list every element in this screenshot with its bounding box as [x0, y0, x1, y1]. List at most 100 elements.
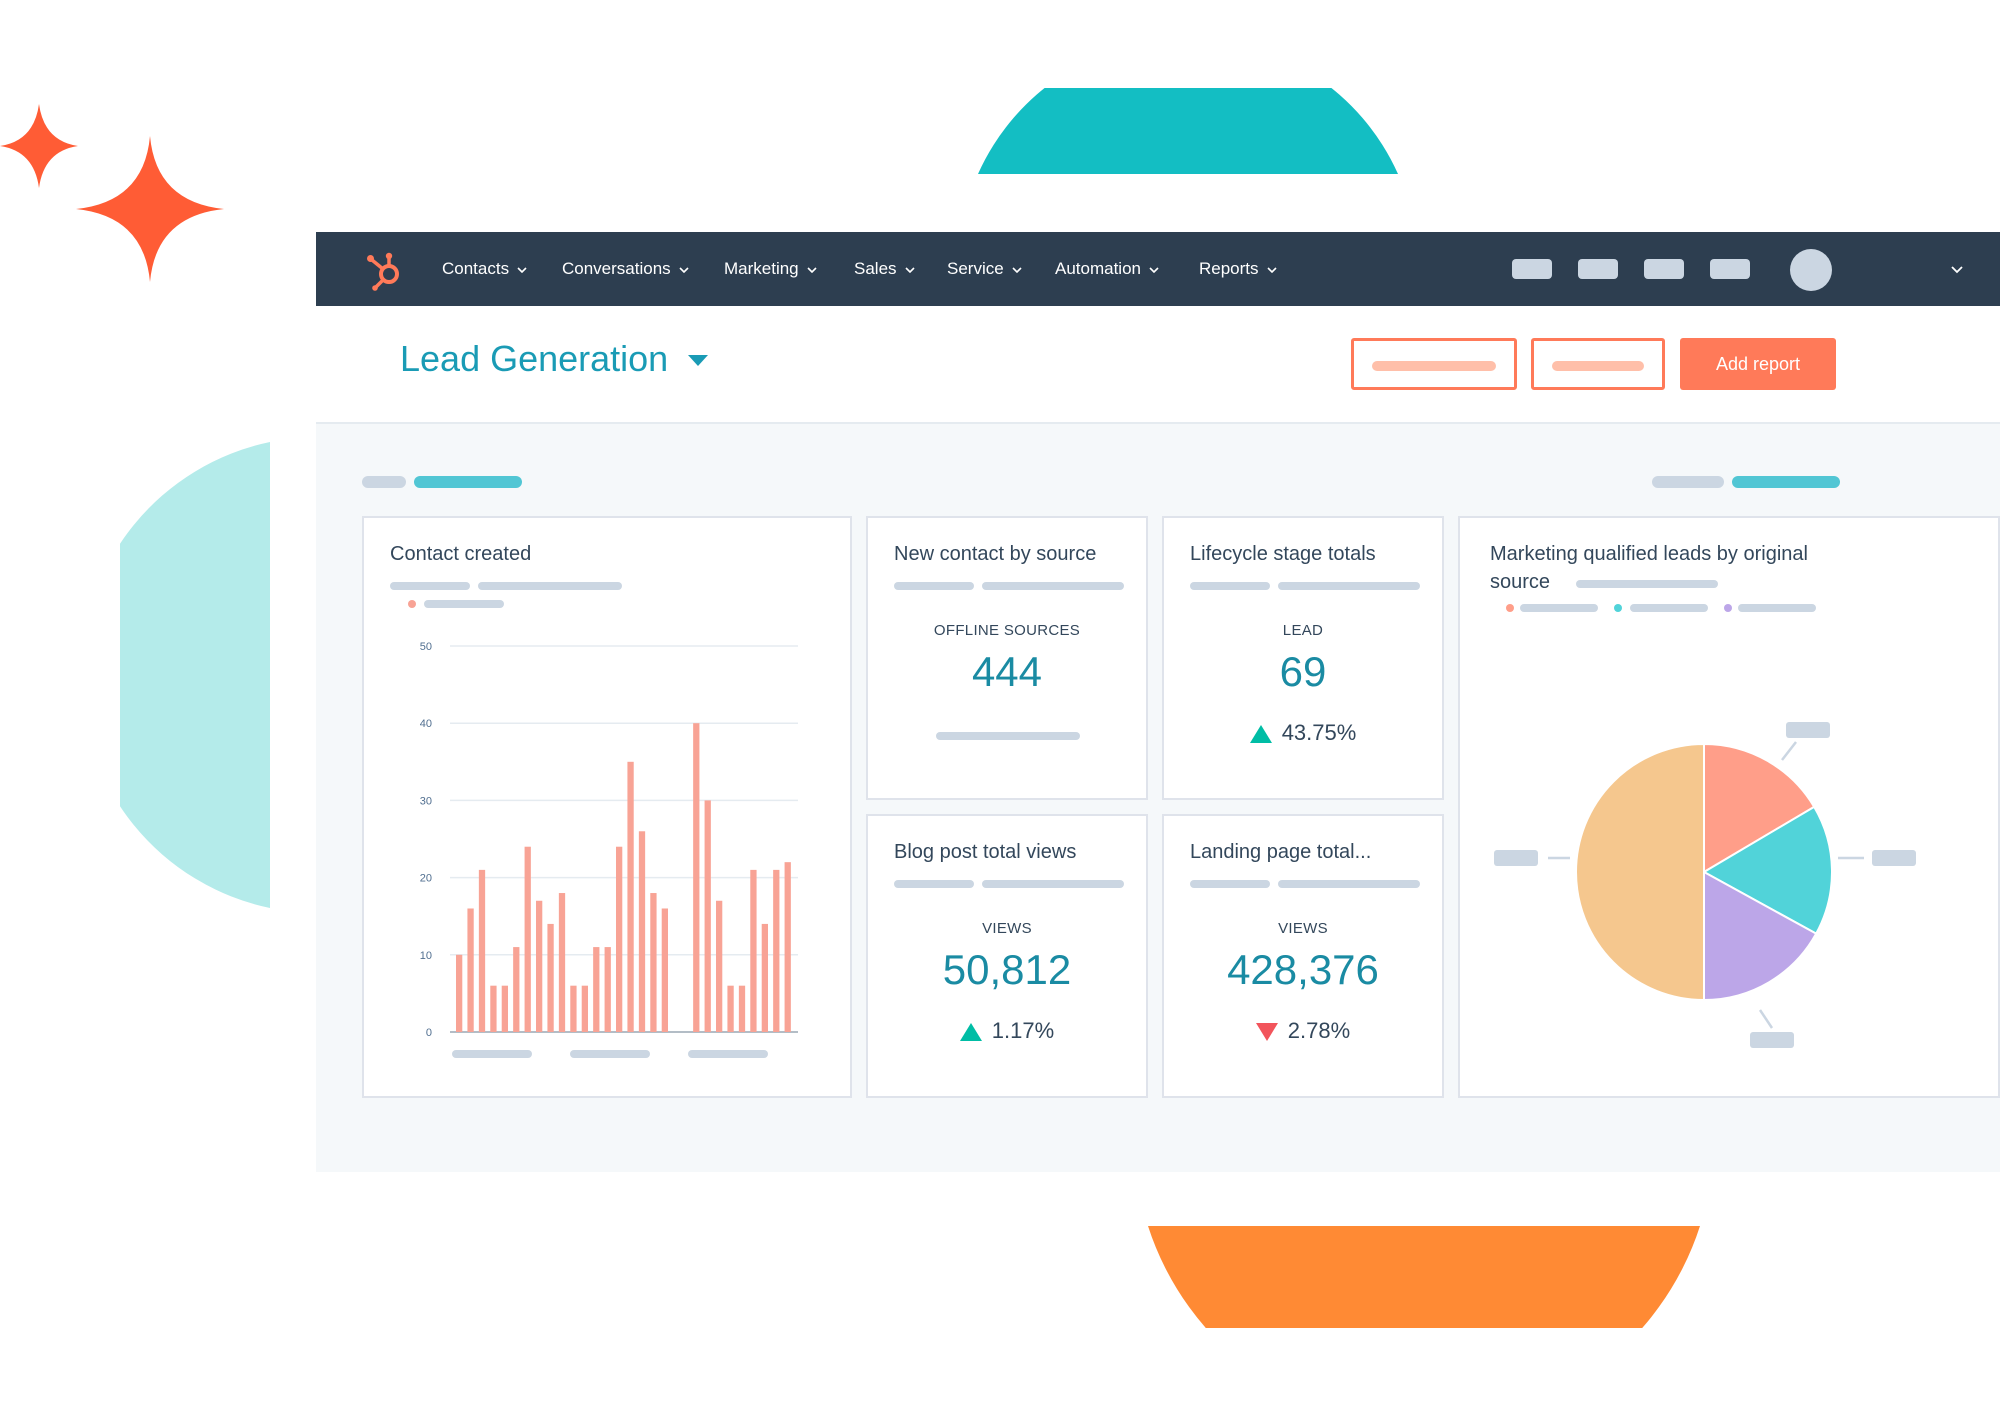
legend-label-skeleton — [1630, 604, 1708, 612]
bar[interactable] — [627, 761, 634, 1032]
bar[interactable] — [661, 908, 668, 1032]
header-action-button-1[interactable] — [1351, 338, 1517, 390]
legend-dot-teal — [1614, 604, 1622, 612]
y-tick-label: 20 — [420, 873, 432, 885]
bar[interactable] — [536, 900, 543, 1032]
avatar[interactable] — [1790, 249, 1832, 291]
bar[interactable] — [593, 947, 600, 1032]
date-pill-teal[interactable] — [1732, 476, 1840, 488]
bar[interactable] — [738, 985, 746, 1032]
card-contact-created[interactable]: Contact created 0 10 20 30 40 50 — [362, 516, 852, 1098]
dashboard-title-dropdown[interactable]: Lead Generation — [400, 338, 709, 380]
filter-pill-grey[interactable] — [362, 476, 406, 488]
subtitle-skeleton — [982, 880, 1124, 888]
bar[interactable] — [616, 846, 623, 1032]
pie-slice[interactable] — [1701, 805, 1833, 936]
nav-contacts[interactable]: Contacts — [442, 232, 527, 306]
bar[interactable] — [456, 954, 463, 1032]
bar[interactable] — [478, 869, 486, 1032]
bar[interactable] — [784, 862, 791, 1032]
add-report-button[interactable]: Add report — [1680, 338, 1836, 390]
nav-marketing[interactable]: Marketing — [724, 232, 817, 306]
bar[interactable] — [716, 900, 723, 1032]
bar[interactable] — [513, 947, 520, 1032]
kpi-value: 69 — [1279, 648, 1327, 695]
nav-conversations[interactable]: Conversations — [562, 232, 689, 306]
callout-label-skeleton — [1872, 850, 1916, 866]
card-landing-page-total[interactable]: Landing page total... VIEWS 428,376 2.78… — [1162, 814, 1444, 1098]
bar[interactable] — [558, 893, 566, 1032]
subtitle-skeleton — [1278, 880, 1420, 888]
bar[interactable] — [581, 985, 588, 1032]
chevron-down-icon — [679, 266, 689, 273]
kpi-label: VIEWS — [1278, 920, 1328, 937]
legend-label-skeleton — [424, 600, 504, 608]
header-action-button-2[interactable] — [1531, 338, 1665, 390]
nav-reports[interactable]: Reports — [1199, 232, 1277, 306]
pie-slice[interactable] — [1575, 742, 1705, 1002]
y-tick-label: 10 — [420, 950, 432, 962]
legend-dot-purple — [1724, 604, 1732, 612]
card-mql-by-original-source[interactable]: Marketing qualified leads by original so… — [1458, 516, 2000, 1098]
bar[interactable] — [727, 985, 734, 1032]
pie-slice[interactable] — [1703, 870, 1818, 1002]
date-pill-grey[interactable] — [1652, 476, 1724, 488]
nav-marketing-label: Marketing — [724, 259, 799, 278]
pie-slice[interactable] — [1703, 742, 1816, 874]
nav-utility-button-4[interactable] — [1710, 259, 1750, 279]
kpi-change: 43.75% — [1164, 720, 1442, 746]
button-placeholder-bar — [1372, 361, 1496, 371]
subtitle-skeleton — [894, 582, 974, 590]
nav-utility-button-2[interactable] — [1578, 259, 1618, 279]
y-tick-label: 30 — [420, 795, 432, 807]
nav-automation[interactable]: Automation — [1055, 232, 1159, 306]
bar[interactable] — [467, 908, 474, 1032]
bar[interactable] — [547, 923, 554, 1032]
bar[interactable] — [650, 893, 657, 1032]
nav-utility-button-3[interactable] — [1644, 259, 1684, 279]
sparkle-large-icon — [76, 136, 224, 282]
nav-reports-label: Reports — [1199, 259, 1259, 278]
card-title: Lifecycle stage totals — [1190, 543, 1376, 565]
bar[interactable] — [704, 800, 711, 1032]
card-new-contact-by-source[interactable]: New contact by source OFFLINE SOURCES 44… — [866, 516, 1148, 800]
account-chevron-down-icon[interactable] — [1951, 266, 1963, 274]
bar[interactable] — [638, 831, 646, 1032]
card-title-line-1: Marketing qualified leads by original — [1490, 543, 1808, 565]
filter-pill-teal[interactable] — [414, 476, 522, 488]
chevron-down-icon — [1149, 266, 1159, 273]
subtitle-skeleton — [390, 582, 470, 590]
subtitle-skeleton — [1190, 582, 1270, 590]
kpi-change-value: 2.78% — [1287, 1018, 1351, 1043]
card-blog-post-total-views[interactable]: Blog post total views VIEWS 50,812 1.17% — [866, 814, 1148, 1098]
bar[interactable] — [524, 846, 531, 1032]
bar[interactable] — [773, 869, 780, 1032]
bar[interactable] — [604, 947, 611, 1032]
card-lifecycle-stage-totals[interactable]: Lifecycle stage totals LEAD 69 43.75% — [1162, 516, 1444, 800]
nav-service[interactable]: Service — [947, 232, 1022, 306]
subtitle-skeleton — [1190, 880, 1270, 888]
legend-dot — [408, 600, 416, 608]
subtitle-skeleton — [478, 582, 622, 590]
chevron-down-icon — [807, 266, 817, 273]
nav-sales-label: Sales — [854, 259, 897, 278]
teal-half-circle-top — [978, 88, 1398, 174]
mql-pie-chart — [1494, 722, 1916, 1048]
bar[interactable] — [750, 869, 757, 1032]
nav-utility-button-1[interactable] — [1512, 259, 1552, 279]
bar[interactable] — [490, 985, 497, 1032]
orange-half-circle-bottom — [1148, 1226, 1700, 1328]
kpi-label: OFFLINE SOURCES — [933, 622, 1081, 639]
callout-label-skeleton — [1786, 722, 1830, 738]
bar[interactable] — [693, 723, 700, 1032]
callout-line — [1781, 741, 1797, 761]
bar[interactable] — [761, 923, 768, 1032]
kpi-change-value: 1.17% — [991, 1018, 1055, 1043]
card-title-line-2: source — [1490, 571, 1551, 593]
hubspot-sprocket-icon[interactable] — [364, 250, 406, 292]
kpi-change: 1.17% — [868, 1018, 1146, 1044]
trend-up-icon — [1249, 725, 1272, 744]
bar[interactable] — [501, 985, 508, 1032]
nav-sales[interactable]: Sales — [854, 232, 915, 306]
bar[interactable] — [570, 985, 577, 1032]
